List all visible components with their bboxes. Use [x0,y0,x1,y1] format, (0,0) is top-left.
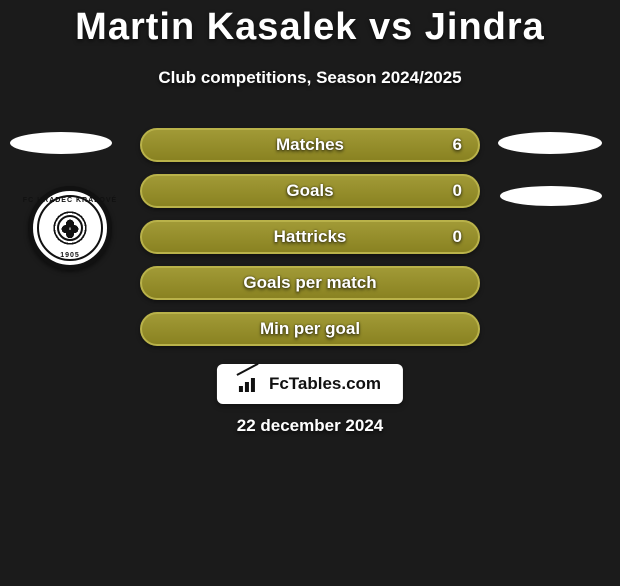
player-shadow-left [10,132,112,154]
stat-label: Goals [286,181,333,201]
stat-value: 0 [453,227,462,247]
badge-bottom-text: 1905 [60,252,80,259]
soccer-ball-icon [57,215,83,241]
stat-label: Hattricks [274,227,347,247]
stat-label: Min per goal [260,319,360,339]
page-title: Martin Kasalek vs Jindra [0,6,620,49]
attribution-badge[interactable]: FcTables.com [217,364,403,404]
stat-label: Goals per match [243,273,376,293]
page-subtitle: Club competitions, Season 2024/2025 [0,68,620,88]
player-shadow-right-1 [498,132,602,154]
bar-chart-icon [239,376,261,392]
stat-bar-min_per_goal: Min per goal [140,312,480,346]
stat-bar-goals_per_match: Goals per match [140,266,480,300]
stat-bar-matches: Matches 6 [140,128,480,162]
stat-bar-hattricks: Hattricks 0 [140,220,480,254]
stat-value: 0 [453,181,462,201]
player-shadow-right-2 [500,186,602,206]
comparison-date: 22 december 2024 [237,416,384,436]
stat-bars: Matches 6 Goals 0 Hattricks 0 Goals per match M… [140,128,480,358]
attribution-text: FcTables.com [269,374,381,394]
club-badge: FC HRADEC KRÁLOVÉ 1905 [28,186,112,270]
stat-bar-goals: Goals 0 [140,174,480,208]
stat-label: Matches [276,135,344,155]
stat-value: 6 [453,135,462,155]
badge-top-text: FC HRADEC KRÁLOVÉ [23,197,117,204]
